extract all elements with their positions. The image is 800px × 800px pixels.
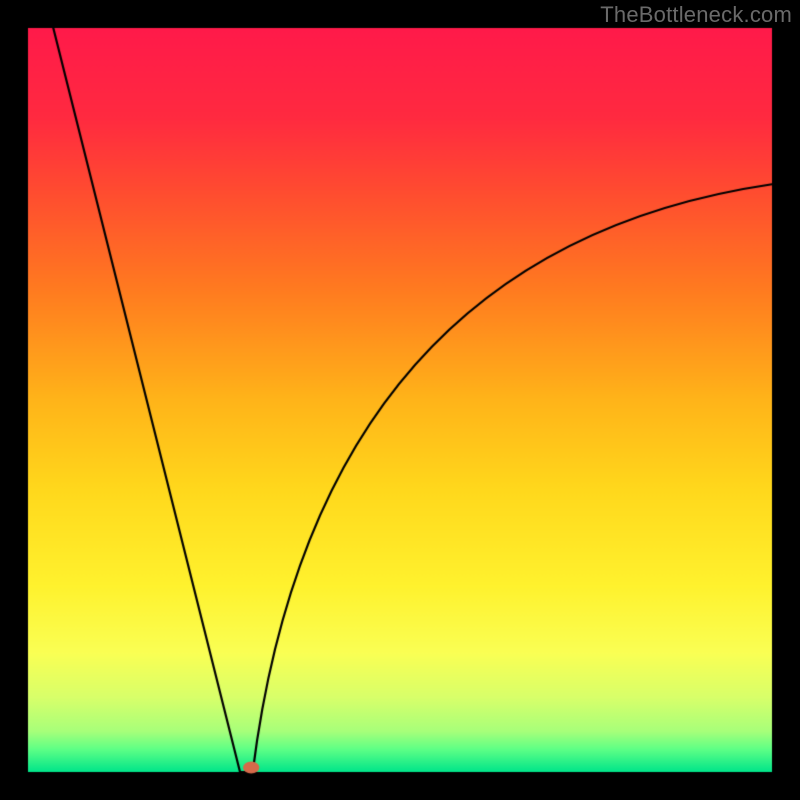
watermark-text: TheBottleneck.com [600,2,792,28]
chart-container: TheBottleneck.com [0,0,800,800]
bottleneck-curve-chart [0,0,800,800]
